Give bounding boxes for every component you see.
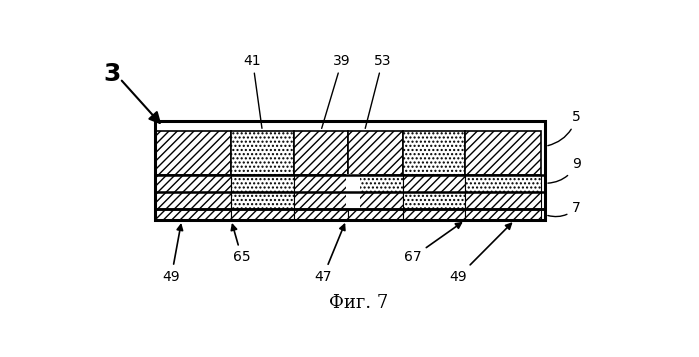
Text: 65: 65 — [231, 225, 250, 265]
Text: 67: 67 — [403, 223, 461, 265]
Bar — [348, 209, 403, 220]
Bar — [155, 209, 231, 220]
Bar — [294, 209, 348, 220]
Bar — [403, 175, 465, 192]
Text: 5: 5 — [548, 110, 581, 146]
Text: 49: 49 — [449, 223, 512, 283]
Bar — [155, 121, 545, 220]
Bar — [465, 131, 541, 175]
Bar — [403, 192, 465, 209]
Bar — [231, 209, 294, 220]
Bar — [294, 175, 348, 192]
Text: 47: 47 — [315, 225, 345, 283]
Bar — [231, 131, 294, 175]
Bar — [155, 175, 231, 192]
Bar — [403, 131, 465, 175]
Bar — [403, 209, 465, 220]
Bar — [465, 175, 541, 192]
Bar — [231, 192, 294, 209]
Bar — [348, 175, 403, 192]
Bar — [231, 175, 294, 192]
Bar — [155, 131, 231, 175]
Bar — [155, 192, 231, 209]
Text: 39: 39 — [322, 54, 351, 129]
Bar — [294, 131, 348, 175]
Text: 49: 49 — [163, 225, 182, 283]
Bar — [465, 209, 541, 220]
Bar — [348, 131, 403, 175]
Text: Фиг. 7: Фиг. 7 — [329, 294, 388, 312]
Bar — [346, 174, 360, 210]
Text: 3: 3 — [103, 62, 121, 86]
Text: 53: 53 — [366, 54, 391, 129]
Text: 7: 7 — [548, 201, 581, 217]
Text: 9: 9 — [548, 157, 581, 183]
Bar — [294, 192, 348, 209]
Text: 41: 41 — [244, 54, 262, 128]
Bar — [348, 192, 403, 209]
Bar — [465, 192, 541, 209]
